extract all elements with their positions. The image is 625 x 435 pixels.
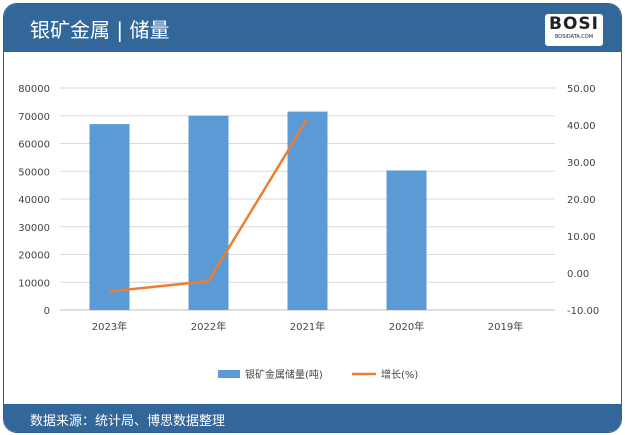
x-tick-label: 2022年 xyxy=(191,320,226,333)
growth-line xyxy=(109,118,309,293)
y-left-tick-label: 30000 xyxy=(18,223,50,234)
bar xyxy=(89,124,130,310)
x-tick-label: 2023年 xyxy=(92,320,127,333)
y-left-tick-label: 70000 xyxy=(18,112,50,123)
chart-title: 银矿金属 | 储量 xyxy=(30,18,170,42)
bosi-logo: BOSI BOSIDATA.COM xyxy=(545,14,603,46)
y-left-tick-label: 40000 xyxy=(18,195,50,206)
y-right-tick-label: 0.00 xyxy=(567,269,589,280)
legend-bar-swatch xyxy=(218,370,240,378)
x-tick-label: 2019年 xyxy=(488,320,523,333)
bar xyxy=(188,115,229,310)
y-right-tick-label: -10.00 xyxy=(567,306,599,317)
source-note: 数据来源：统计局、博思数据整理 xyxy=(30,414,226,429)
footer: 数据来源：统计局、博思数据整理 xyxy=(4,404,621,432)
y-left-tick-label: 60000 xyxy=(18,140,50,151)
x-tick-label: 2020年 xyxy=(389,320,424,333)
y-right-tick-label: 10.00 xyxy=(567,232,596,243)
header: 银矿金属 | 储量 BOSI BOSIDATA.COM xyxy=(4,4,621,52)
y-left-tick-label: 0 xyxy=(44,306,50,317)
x-tick-label: 2021年 xyxy=(290,320,325,333)
bar xyxy=(386,170,427,310)
y-left-tick-label: 50000 xyxy=(18,167,50,178)
y-right-tick-label: 20.00 xyxy=(567,195,596,206)
legend-bar-label: 银矿金属储量(吨) xyxy=(245,368,323,381)
y-right-tick-label: 40.00 xyxy=(567,121,596,132)
y-left-tick-label: 20000 xyxy=(18,251,50,262)
bar xyxy=(287,111,328,311)
y-left-tick-label: 80000 xyxy=(18,84,50,95)
y-left-tick-label: 10000 xyxy=(18,278,50,289)
legend-line-label: 增长(%) xyxy=(381,368,418,381)
y-right-tick-label: 50.00 xyxy=(567,84,596,95)
y-right-tick-label: 30.00 xyxy=(567,158,596,169)
